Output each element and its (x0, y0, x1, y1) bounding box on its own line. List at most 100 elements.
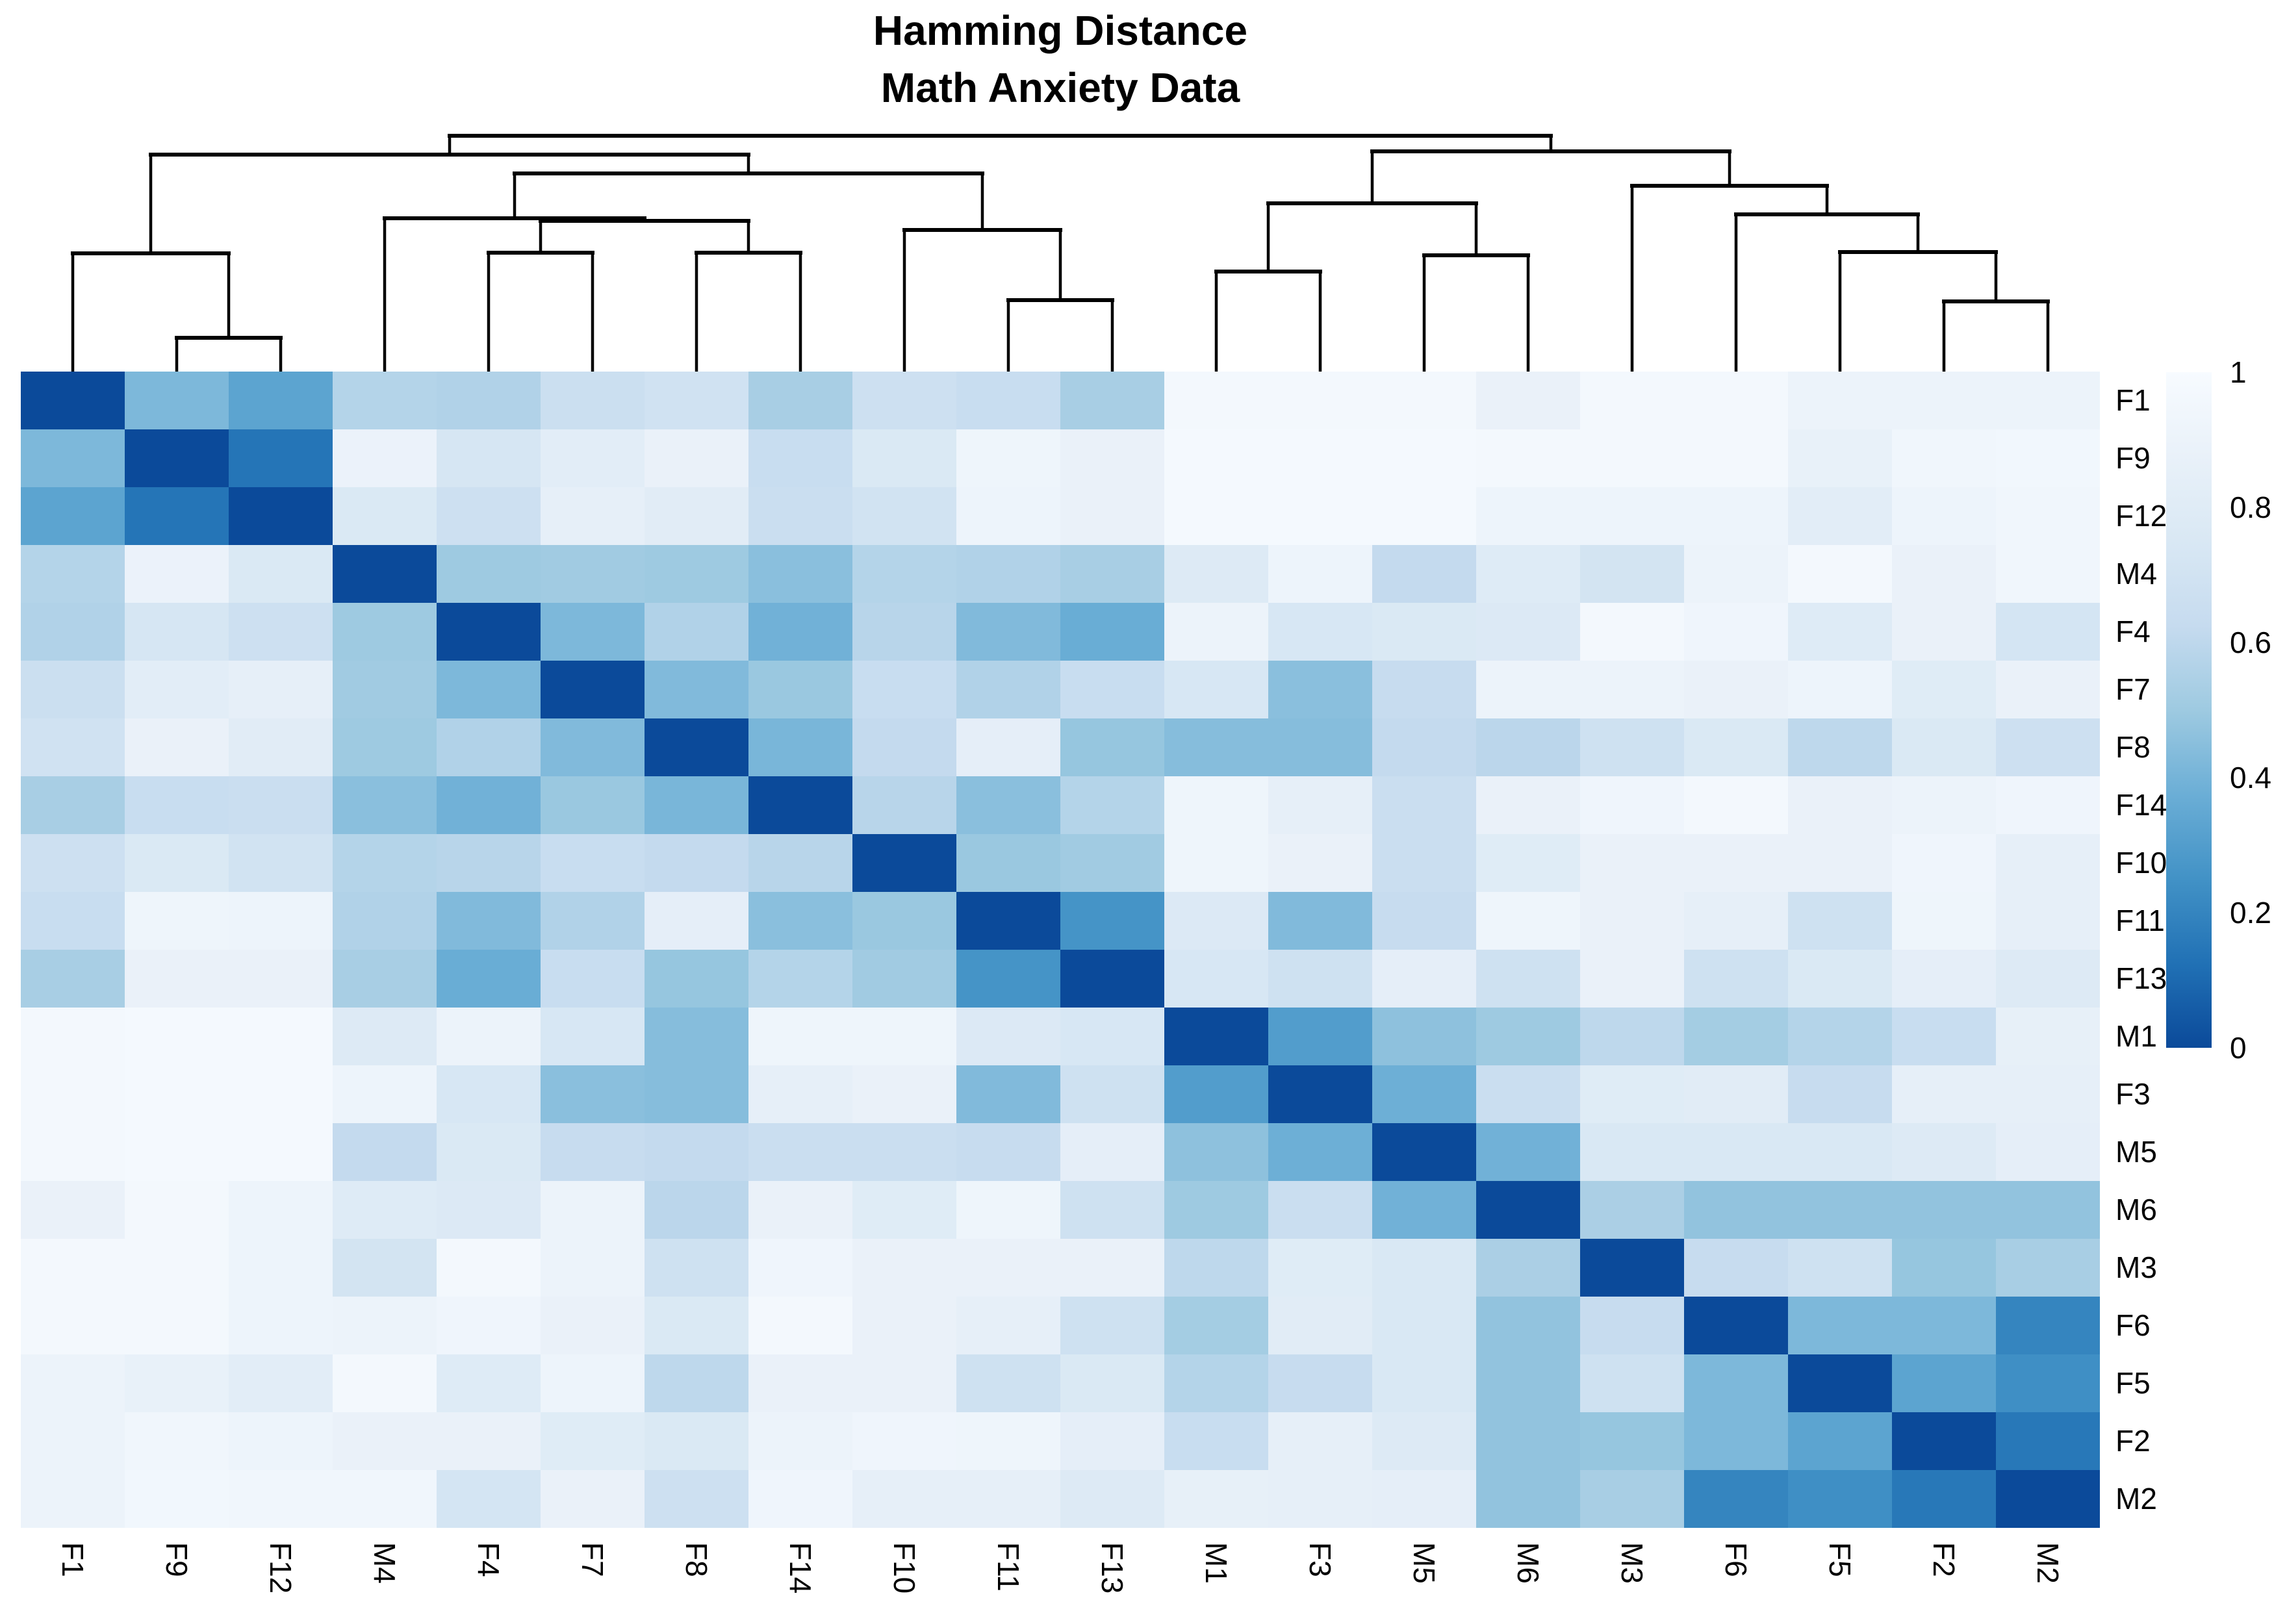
heatmap-cell (229, 1008, 333, 1065)
heatmap-cell (333, 776, 437, 834)
heatmap-cell (645, 545, 748, 603)
col-label: F7 (576, 1542, 609, 1577)
heatmap-cell (1580, 1297, 1684, 1354)
heatmap-cell (748, 776, 852, 834)
heatmap-cell (541, 1354, 645, 1412)
heatmap-cell (1476, 1181, 1580, 1239)
heatmap-cell (1476, 1470, 1580, 1528)
legend-tick-label: 0.6 (2230, 626, 2271, 659)
heatmap-cell (956, 487, 1060, 545)
heatmap-cell (125, 603, 229, 661)
heatmap-cell (333, 834, 437, 892)
heatmap-cell (1372, 429, 1476, 487)
heatmap-cell (1788, 1123, 1892, 1181)
heatmap-cell (1684, 545, 1788, 603)
heatmap-cell (1164, 718, 1268, 776)
heatmap-cell (852, 718, 956, 776)
heatmap-cell (645, 718, 748, 776)
heatmap-cell (645, 1065, 748, 1123)
heatmap-cell (1268, 892, 1372, 950)
col-label: F2 (1927, 1542, 1961, 1577)
heatmap-cell (1788, 950, 1892, 1008)
heatmap-cell (1996, 1470, 2100, 1528)
heatmap-cell (1996, 776, 2100, 834)
heatmap-cell (748, 487, 852, 545)
heatmap-cell (1996, 1412, 2100, 1470)
heatmap-cell (748, 545, 852, 603)
heatmap-cell (541, 1239, 645, 1297)
heatmap-cell (125, 429, 229, 487)
heatmap-cell (21, 1065, 125, 1123)
heatmap-cell (229, 1354, 333, 1412)
heatmap-cell (956, 429, 1060, 487)
col-label: F3 (1303, 1542, 1337, 1577)
heatmap-cell (1164, 1008, 1268, 1065)
heatmap-cell (125, 718, 229, 776)
heatmap-cell (21, 1297, 125, 1354)
heatmap-cell (748, 429, 852, 487)
heatmap-cell (21, 892, 125, 950)
heatmap-cell (1164, 1354, 1268, 1412)
heatmap-cell (1476, 776, 1580, 834)
heatmap-cell (541, 1181, 645, 1239)
heatmap-cell (748, 718, 852, 776)
heatmap-cell (437, 776, 541, 834)
col-label: M6 (1511, 1542, 1545, 1584)
heatmap-cell (1892, 950, 1996, 1008)
heatmap-cell (1476, 1239, 1580, 1297)
heatmap-cell (21, 1008, 125, 1065)
heatmap-cell (1164, 1181, 1268, 1239)
heatmap-cell (1788, 487, 1892, 545)
heatmap-cell (125, 661, 229, 718)
heatmap-cell (1476, 603, 1580, 661)
heatmap-cell (852, 776, 956, 834)
heatmap-cell (437, 1297, 541, 1354)
heatmap-cell (1372, 718, 1476, 776)
heatmap-cell (1372, 545, 1476, 603)
heatmap-cell (748, 661, 852, 718)
heatmap-cell (1372, 1123, 1476, 1181)
heatmap-cell (333, 1181, 437, 1239)
heatmap-cell (1996, 718, 2100, 776)
heatmap-cell (1372, 1239, 1476, 1297)
heatmap-cell (1996, 372, 2100, 429)
heatmap-cell (956, 1008, 1060, 1065)
heatmap-cell (1684, 1123, 1788, 1181)
heatmap-cell (1060, 1297, 1164, 1354)
heatmap-cell (1892, 1297, 1996, 1354)
heatmap-cell (229, 1470, 333, 1528)
heatmap-cell (1164, 603, 1268, 661)
heatmap-cell (1372, 1008, 1476, 1065)
heatmap-cell (1684, 834, 1788, 892)
heatmap-cell (956, 1470, 1060, 1528)
heatmap-cell (956, 1065, 1060, 1123)
heatmap-cell (1996, 834, 2100, 892)
heatmap-cell (1060, 372, 1164, 429)
heatmap-cell (1476, 545, 1580, 603)
row-label: F9 (2115, 441, 2151, 475)
heatmap-cell (437, 372, 541, 429)
heatmap-cell (437, 1123, 541, 1181)
heatmap-cell (1788, 1065, 1892, 1123)
heatmap-cell (1060, 1412, 1164, 1470)
heatmap-cell (333, 661, 437, 718)
heatmap-cell (333, 950, 437, 1008)
col-label: M3 (1615, 1542, 1649, 1584)
heatmap-cell (852, 429, 956, 487)
col-label: F6 (1719, 1542, 1753, 1577)
col-label: F9 (160, 1542, 194, 1577)
row-label: F5 (2115, 1366, 2151, 1400)
heatmap-cell (1476, 1412, 1580, 1470)
heatmap-cell (1372, 1297, 1476, 1354)
heatmap-cell (852, 661, 956, 718)
heatmap-cell (1996, 1008, 2100, 1065)
heatmap-cell (852, 1412, 956, 1470)
heatmap-cell (1580, 661, 1684, 718)
col-label: F8 (680, 1542, 713, 1577)
heatmap-cell (1060, 1065, 1164, 1123)
heatmap-cell (1580, 776, 1684, 834)
heatmap-cell (645, 661, 748, 718)
heatmap-cell (1684, 1181, 1788, 1239)
heatmap-cell (21, 1123, 125, 1181)
heatmap-cell (1580, 1065, 1684, 1123)
